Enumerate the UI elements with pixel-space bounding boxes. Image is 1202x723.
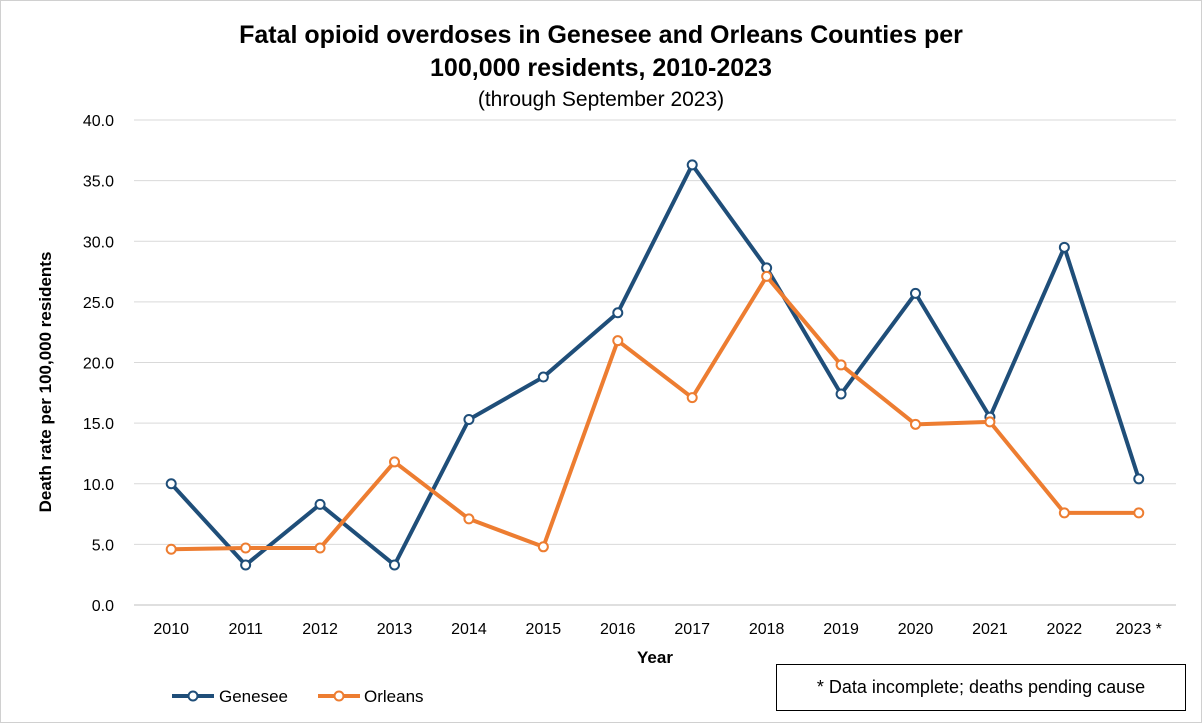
chart-subtitle: (through September 2023) [477,88,725,111]
legend-label-orleans: Orleans [364,687,424,706]
legend-label-genesee: Genesee [219,687,288,706]
point-genesee-2015 [537,371,549,383]
x-tick-label: 2011 [228,621,263,638]
legend-marker-orleans [333,690,345,702]
point-genesee-2014 [463,413,475,425]
legend-item-orleans: Orleans [318,687,424,706]
chart-title-line-2: 100,000 residents, 2010-2023 [430,54,772,82]
y-tick-label: 25.0 [83,295,114,312]
point-orleans-2010 [165,543,177,555]
x-tick-label: 2015 [526,621,562,638]
point-genesee-2011 [240,559,252,571]
y-axis-title: Death rate per 100,000 residents [36,252,55,513]
y-axis-ticks: 0.0 5.0 10.0 15.0 20.0 25.0 30.0 35.0 40.0 [83,113,114,615]
x-tick-label: 2021 [972,621,1008,638]
point-genesee-2022 [1058,241,1070,253]
x-tick-label: 2010 [153,621,189,638]
y-tick-label: 35.0 [83,174,114,191]
x-tick-label: 2020 [898,621,934,638]
point-genesee-2010 [165,478,177,490]
x-tick-label: 2014 [451,621,487,638]
point-orleans-2016 [612,335,624,347]
point-genesee-2020 [910,287,921,299]
point-orleans-2015 [537,541,549,553]
point-genesee-2019 [835,388,847,400]
gridlines [134,119,1176,606]
point-orleans-2021 [984,416,996,428]
x-axis-title: Year [637,648,673,667]
x-tick-label: 2013 [377,621,413,638]
point-genesee-2016 [612,307,624,319]
legend: Genesee Orleans [172,687,424,706]
data-incomplete-note: * Data incomplete; deaths pending cause [776,664,1186,711]
chart-title-line-1: Fatal opioid overdoses in Genesee and Or… [239,21,963,49]
x-tick-label: 2018 [749,621,785,638]
series-line-genesee [169,162,1141,567]
point-orleans-2020 [910,418,921,430]
legend-marker-genesee [187,690,199,702]
point-orleans-2013 [389,456,400,468]
y-tick-label: 20.0 [83,356,114,373]
series-line-orleans [169,274,1141,552]
point-genesee-2013 [389,559,400,571]
x-tick-label: 2017 [674,621,710,638]
series-lines [165,159,1145,571]
x-tick-label: 2016 [600,621,636,638]
x-tick-label: 2012 [302,621,338,638]
x-tick-label: 2019 [823,621,859,638]
y-tick-label: 30.0 [83,234,114,251]
point-orleans-2011 [240,542,252,554]
point-orleans-2018 [761,270,773,282]
point-orleans-2023 [1133,507,1145,519]
legend-item-genesee: Genesee [172,687,288,706]
point-orleans-2022 [1058,507,1070,519]
y-tick-label: 0.0 [92,598,114,615]
y-tick-label: 10.0 [83,477,114,494]
y-tick-label: 5.0 [92,537,114,554]
x-tick-label: 2022 [1047,621,1083,638]
x-axis-ticks: 2010 2011 2012 2013 2014 2015 2016 2017 2018 2019… [153,621,1162,638]
x-tick-label: 2023 * [1116,621,1162,638]
y-tick-label: 40.0 [83,113,114,130]
point-orleans-2017 [686,392,698,404]
point-genesee-2012 [314,498,326,510]
point-genesee-2017 [686,159,698,171]
point-orleans-2012 [314,542,326,554]
point-orleans-2014 [463,513,475,525]
y-tick-label: 15.0 [83,416,114,433]
point-genesee-2023 [1133,473,1145,485]
point-orleans-2019 [835,359,847,371]
